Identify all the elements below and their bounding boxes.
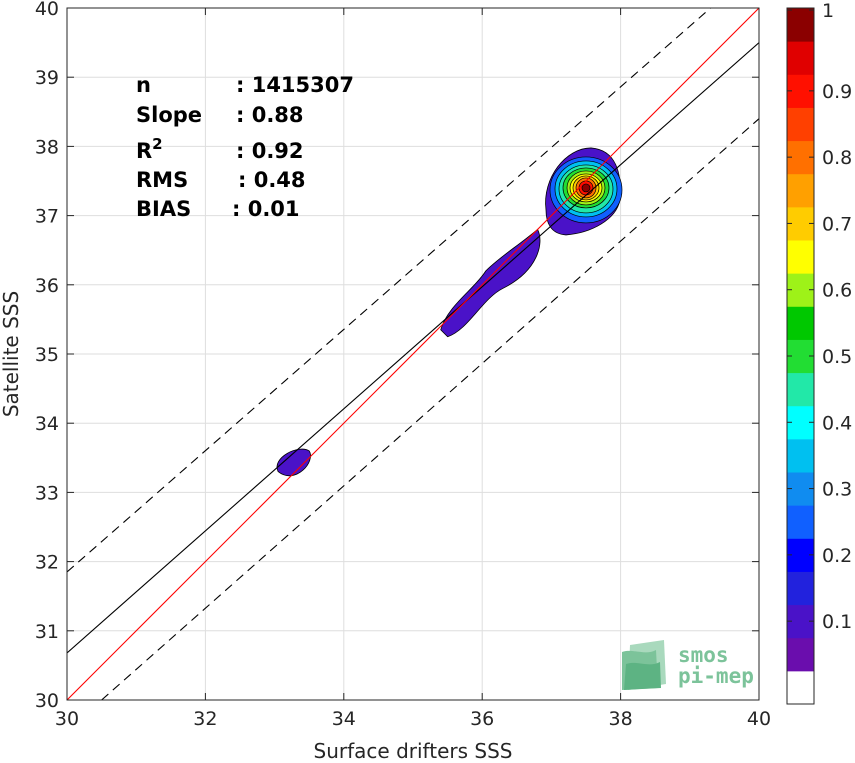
y-tick-label: 40 [35, 0, 59, 20]
density-level [581, 183, 591, 193]
stat-value: : 0.92 [236, 139, 304, 163]
y-tick-label: 39 [35, 67, 59, 89]
y-tick-label: 33 [35, 482, 59, 504]
stat-value: : 0.01 [232, 197, 300, 221]
y-tick-label: 35 [35, 344, 59, 366]
lower-dashed-line [101, 118, 759, 700]
x-tick-label: 30 [55, 708, 79, 730]
regression-line [67, 42, 759, 654]
x-tick-label: 40 [747, 708, 771, 730]
colorbar-tick-label: 0.7 [822, 213, 852, 235]
stat-label: RMS [136, 168, 188, 192]
colorbar-tick-label: 0.1 [822, 611, 852, 633]
colorbar-tick-label: 0.8 [822, 147, 852, 169]
logo-text-pimep: pi-mep [678, 664, 754, 688]
stat-value: : 0.88 [236, 103, 304, 127]
colorbar-segment [787, 372, 814, 407]
colorbar-segment [787, 8, 814, 42]
colorbar-segment [787, 173, 814, 208]
stat-label: Slope [136, 103, 202, 127]
colorbar-segment [787, 505, 814, 539]
colorbar-segment [787, 41, 814, 75]
colorbar-tick-label: 0.6 [822, 280, 852, 302]
density-region-low [276, 448, 311, 477]
colorbar-segment [787, 438, 814, 473]
x-tick-label: 34 [332, 708, 356, 730]
y-axis-ticks: 30 31 32 33 34 35 36 37 38 39 40 [35, 0, 759, 712]
colorbar-tick-label: 0.4 [822, 412, 852, 434]
colorbar-segment [787, 637, 814, 672]
x-tick-label: 36 [470, 708, 494, 730]
reference-lines [67, 8, 759, 700]
x-axis-ticks: 30 32 34 36 38 40 [55, 8, 771, 730]
colorbar-segment [787, 670, 814, 705]
colorbar-tick-label: 0.3 [822, 479, 852, 501]
logo-graphic [624, 662, 661, 690]
grid [66, 7, 760, 701]
colorbar-segment [787, 107, 814, 142]
colorbar-tick-label: 1 [822, 0, 834, 22]
colorbar-segment [787, 306, 814, 340]
upper-dashed-line [67, 8, 711, 573]
colorbar: 0.1 0.2 0.3 0.4 0.5 0.6 0.7 0.8 0.9 1 [786, 0, 852, 705]
x-tick-label: 38 [609, 708, 633, 730]
colorbar-tick-label: 0.2 [822, 545, 852, 567]
y-tick-label: 32 [35, 552, 59, 574]
y-tick-label: 31 [35, 621, 59, 643]
x-axis-label: Surface drifters SSS [314, 739, 513, 763]
colorbar-segment [787, 240, 814, 274]
y-tick-label: 34 [35, 413, 59, 435]
y-tick-label: 38 [35, 136, 59, 158]
x-tick-label: 32 [193, 708, 217, 730]
stat-label: n [136, 73, 151, 97]
y-tick-label: 30 [35, 690, 59, 712]
y-axis-label: Satellite SSS [0, 291, 23, 417]
colorbar-tick-label: 0.9 [822, 81, 852, 103]
y-tick-label: 36 [35, 275, 59, 297]
identity-line [67, 8, 759, 700]
stat-label: BIAS [136, 197, 191, 221]
y-tick-label: 37 [35, 206, 59, 228]
colorbar-tick-label: 0.5 [822, 346, 852, 368]
colorbar-segment [787, 571, 814, 606]
logo-text-smos: smos [678, 643, 729, 667]
density-contours [276, 147, 623, 477]
stat-value: : 0.48 [238, 168, 306, 192]
stat-value: : 1415307 [236, 73, 354, 97]
